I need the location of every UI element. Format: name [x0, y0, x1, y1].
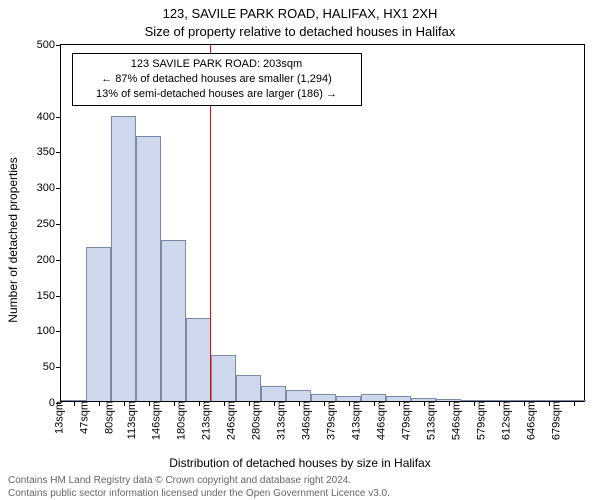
x-tick-label: 612sqm: [496, 401, 512, 440]
x-tick-label: 113sqm: [121, 401, 137, 439]
annotation-line1: 123 SAVILE PARK ROAD: 203sqm: [79, 57, 355, 72]
y-tick-mark: [56, 224, 61, 225]
x-tick-label: 180sqm: [171, 401, 187, 440]
histogram-bar: [136, 136, 161, 401]
histogram-bar: [111, 116, 136, 401]
y-tick-mark: [56, 152, 61, 153]
histogram-bar: [211, 355, 236, 401]
x-tick-label: 513sqm: [421, 401, 437, 440]
x-tick-label: 280sqm: [246, 401, 262, 440]
x-tick-label: 246sqm: [221, 401, 237, 440]
x-tick-label: 346sqm: [296, 401, 312, 440]
x-tick-label: 646sqm: [521, 401, 537, 440]
x-axis-label: Distribution of detached houses by size …: [0, 456, 600, 470]
histogram-bar: [311, 394, 336, 401]
histogram-bar: [86, 247, 111, 402]
annotation-line2: ← 87% of detached houses are smaller (1,…: [79, 72, 355, 87]
y-tick-mark: [56, 117, 61, 118]
histogram-bar: [236, 375, 261, 401]
annotation-line3: 13% of semi-detached houses are larger (…: [79, 87, 355, 102]
histogram-bar: [186, 318, 211, 401]
x-tick-label: 13sqm: [49, 401, 65, 434]
y-tick-mark: [56, 331, 61, 332]
y-tick-mark: [56, 188, 61, 189]
x-tick-label: 313sqm: [271, 401, 287, 440]
x-tick-label: 213sqm: [196, 401, 212, 440]
x-tick-label: 579sqm: [471, 401, 487, 440]
histogram-bar: [261, 386, 286, 401]
annotation-box: 123 SAVILE PARK ROAD: 203sqm ← 87% of de…: [72, 53, 362, 106]
x-tick-mark: [574, 401, 575, 406]
histogram-bar: [286, 390, 311, 401]
chart-title-main: 123, SAVILE PARK ROAD, HALIFAX, HX1 2XH: [0, 6, 600, 21]
x-tick-label: 479sqm: [396, 401, 412, 440]
footer-line1: Contains HM Land Registry data © Crown c…: [8, 474, 390, 487]
footer-line2: Contains public sector information licen…: [8, 487, 390, 500]
histogram-bar: [161, 240, 186, 401]
plot-area: 123 SAVILE PARK ROAD: 203sqm ← 87% of de…: [60, 44, 585, 402]
y-tick-mark: [56, 296, 61, 297]
x-tick-label: 679sqm: [546, 401, 562, 440]
y-tick-mark: [56, 367, 61, 368]
histogram-bar: [361, 394, 386, 401]
x-tick-label: 47sqm: [74, 401, 90, 434]
y-axis-label: Number of detached properties: [6, 157, 20, 322]
y-tick-mark: [56, 260, 61, 261]
x-tick-label: 379sqm: [321, 401, 337, 440]
y-tick-mark: [56, 45, 61, 46]
x-tick-label: 546sqm: [446, 401, 462, 440]
x-tick-label: 446sqm: [371, 401, 387, 440]
chart-container: 123, SAVILE PARK ROAD, HALIFAX, HX1 2XH …: [0, 0, 600, 500]
x-tick-label: 146sqm: [146, 401, 162, 440]
footer-attribution: Contains HM Land Registry data © Crown c…: [8, 474, 390, 500]
chart-title-sub: Size of property relative to detached ho…: [0, 24, 600, 39]
x-tick-label: 80sqm: [99, 401, 115, 434]
x-tick-label: 413sqm: [346, 401, 362, 440]
